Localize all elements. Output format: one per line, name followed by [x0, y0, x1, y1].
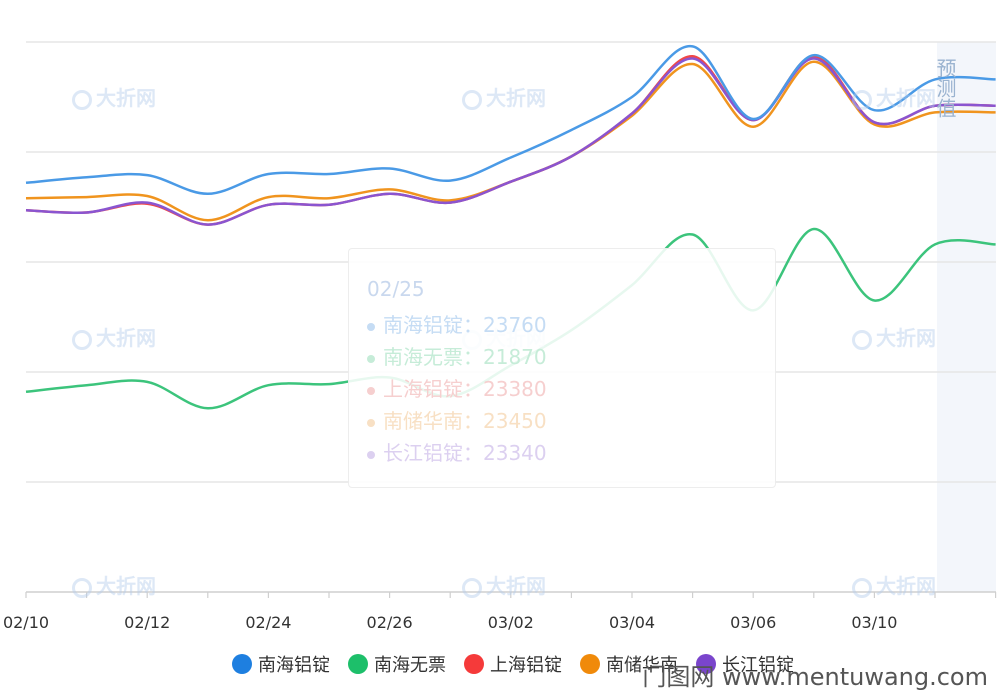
- watermark-logo-icon: [462, 577, 482, 598]
- site-watermark: 门图网 www.mentuwang.com: [642, 663, 988, 691]
- tooltip-value: 23340: [483, 441, 547, 465]
- watermark-logo-icon: [72, 89, 92, 110]
- x-tick-label: 02/10: [3, 613, 49, 632]
- legend-label: 南海无票: [374, 655, 446, 676]
- legend-dot-icon: [348, 654, 368, 674]
- legend-label: 南储华南: [606, 655, 678, 676]
- forecast-band: [937, 42, 996, 592]
- x-tick-label: 03/06: [730, 613, 776, 632]
- legend-dot-icon: [696, 654, 716, 674]
- tooltip-series-name: 上海铝锭: [383, 377, 463, 401]
- watermark: 大折网: [72, 82, 156, 111]
- legend-item-nanhai-no-invoice[interactable]: 南海无票: [348, 651, 446, 677]
- tooltip-dot-icon: [367, 354, 375, 363]
- tooltip-separator: ：: [463, 313, 483, 337]
- watermark: 大折网: [72, 322, 156, 351]
- legend-dot-icon: [232, 654, 252, 674]
- tooltip-value: 23380: [483, 377, 547, 401]
- x-tick-label: 03/04: [609, 613, 655, 632]
- tooltip-value: 21870: [483, 345, 547, 369]
- tooltip-value: 23760: [483, 313, 547, 337]
- watermark: 大折网: [852, 570, 936, 599]
- tooltip-dot-icon: [367, 386, 375, 395]
- tooltip-row: 南海铝锭：23760: [367, 309, 775, 341]
- watermark: 大折网: [462, 570, 546, 599]
- forecast-band-rect: [937, 42, 996, 592]
- legend-label: 长江铝锭: [722, 655, 794, 676]
- tooltip-separator: ：: [463, 441, 483, 465]
- tooltip-row: 南储华南：23450: [367, 405, 775, 437]
- tooltip-separator: ：: [463, 409, 483, 433]
- x-tick-label: 03/02: [488, 613, 534, 632]
- watermark-logo-icon: [852, 329, 872, 350]
- legend-item-changjiang-ingot[interactable]: 长江铝锭: [696, 651, 794, 677]
- watermark: 大折网: [462, 82, 546, 111]
- watermark: 大折网: [852, 82, 936, 111]
- tooltip-row: 南海无票：21870: [367, 341, 775, 373]
- forecast-label-text: 预测值: [933, 58, 957, 118]
- legend-label: 上海铝锭: [490, 655, 562, 676]
- tooltip-series-name: 长江铝锭: [383, 441, 463, 465]
- series-line[interactable]: [25, 45, 996, 196]
- legend-label: 南海铝锭: [258, 655, 330, 676]
- x-tick-label: 03/10: [851, 613, 897, 632]
- tooltip-value: 23450: [483, 409, 547, 433]
- tooltip-row: 长江铝锭：23340: [367, 437, 775, 469]
- legend-item-nanhai-ingot[interactable]: 南海铝锭: [232, 651, 330, 677]
- tooltip-dot-icon: [367, 322, 375, 331]
- watermark: 大折网: [852, 322, 936, 351]
- forecast-label: 预测值: [933, 58, 957, 118]
- x-tick-label: 02/24: [245, 613, 291, 632]
- x-tick-label: 02/26: [367, 613, 413, 632]
- tooltip-series-name: 南海无票: [383, 345, 463, 369]
- tooltip-dot-icon: [367, 418, 375, 427]
- tooltip-separator: ：: [463, 377, 483, 401]
- watermark-logo-icon: [72, 329, 92, 350]
- tooltip-series-name: 南储华南: [383, 409, 463, 433]
- legend-item-nanchu-south-china[interactable]: 南储华南: [580, 651, 678, 677]
- legend-dot-icon: [464, 654, 484, 674]
- legend-dot-icon: [580, 654, 600, 674]
- legend: 南海铝锭 南海无票 上海铝锭 南储华南 长江铝锭: [232, 650, 812, 678]
- tooltip-separator: ：: [463, 345, 483, 369]
- watermark-logo-icon: [462, 89, 482, 110]
- tooltip-row: 上海铝锭：23380: [367, 373, 775, 405]
- x-axis: 02/10 02/12 02/24 02/26 03/02 03/04 03/06 03/10: [3, 592, 997, 632]
- tooltip-dot-icon: [367, 450, 375, 459]
- legend-item-shanghai-ingot[interactable]: 上海铝锭: [464, 651, 562, 677]
- x-tick-label: 02/12: [124, 613, 170, 632]
- watermark-logo-icon: [852, 89, 872, 110]
- watermark: 大折网: [72, 570, 156, 599]
- tooltip: 02/25 南海铝锭：23760 南海无票：21870 上海铝锭：23380 南…: [348, 248, 776, 488]
- tooltip-date: 02/25: [367, 277, 425, 301]
- tooltip-series-name: 南海铝锭: [383, 313, 463, 337]
- watermark-logo-icon: [72, 577, 92, 598]
- series-line[interactable]: [25, 57, 996, 226]
- watermark-logo-icon: [852, 577, 872, 598]
